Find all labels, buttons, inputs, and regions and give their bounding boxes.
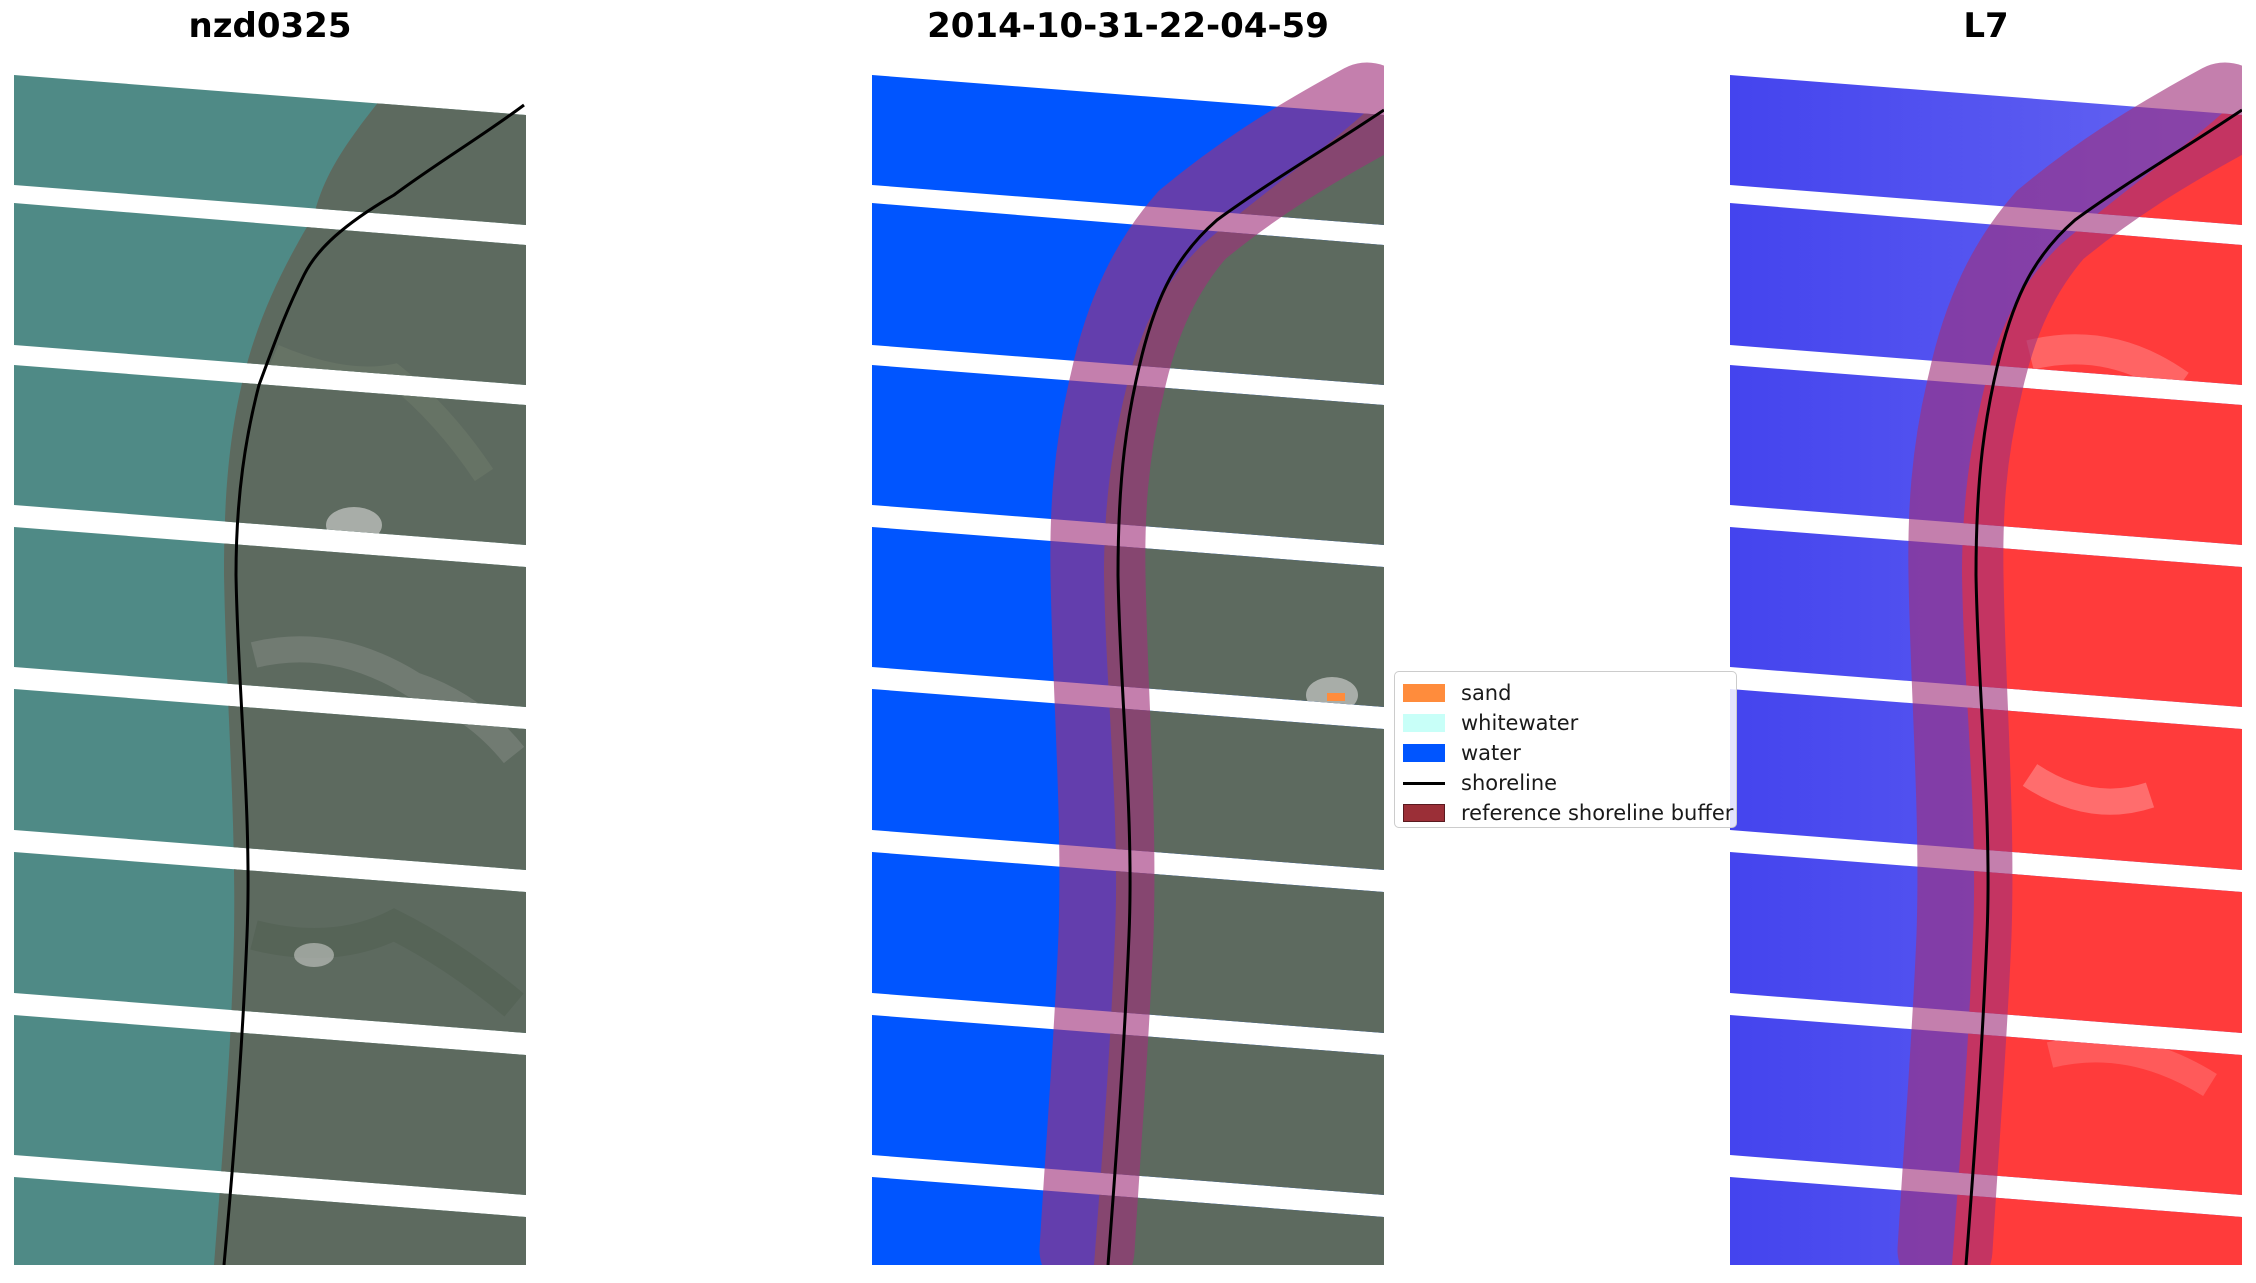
panel-title-classification: 2014-10-31-22-04-59 [927, 6, 1329, 46]
classification-image [872, 62, 1384, 1265]
legend-label-buffer: reference shoreline buffer [1461, 801, 1734, 825]
legend-label-sand: sand [1461, 681, 1512, 705]
buffer-swatch [1403, 804, 1445, 822]
index-image [1730, 62, 2242, 1265]
reference-buffer-classification [1039, 62, 1384, 1265]
sand-swatch [1403, 684, 1445, 702]
reference-buffer-index [1897, 62, 2242, 1265]
shoreline-classification [1106, 108, 1384, 1265]
rgb-image-panel [14, 55, 526, 1265]
legend-item-shoreline: shoreline [1403, 768, 1728, 798]
panel-title-index: L7 [1963, 6, 2009, 46]
legend-label-whitewater: whitewater [1461, 711, 1579, 735]
legend-item-whitewater: whitewater [1403, 708, 1728, 738]
legend-item-sand: sand [1403, 678, 1728, 708]
whitewater-swatch [1403, 714, 1445, 732]
shoreline-swatch [1403, 781, 1445, 785]
water-swatch [1403, 744, 1445, 762]
shoreline-rgb [222, 103, 525, 1265]
shoreline-index [1964, 108, 2242, 1265]
panel-title-rgb: nzd0325 [188, 6, 352, 46]
classification-panel [872, 55, 1384, 1265]
index-panel [1730, 55, 2242, 1265]
legend-item-water: water [1403, 738, 1728, 768]
legend-label-water: water [1461, 741, 1521, 765]
legend-label-shoreline: shoreline [1461, 771, 1558, 795]
legend: sand whitewater water shoreline referenc… [1394, 671, 1737, 828]
legend-item-buffer: reference shoreline buffer [1403, 798, 1733, 828]
rgb-image [14, 75, 526, 1265]
